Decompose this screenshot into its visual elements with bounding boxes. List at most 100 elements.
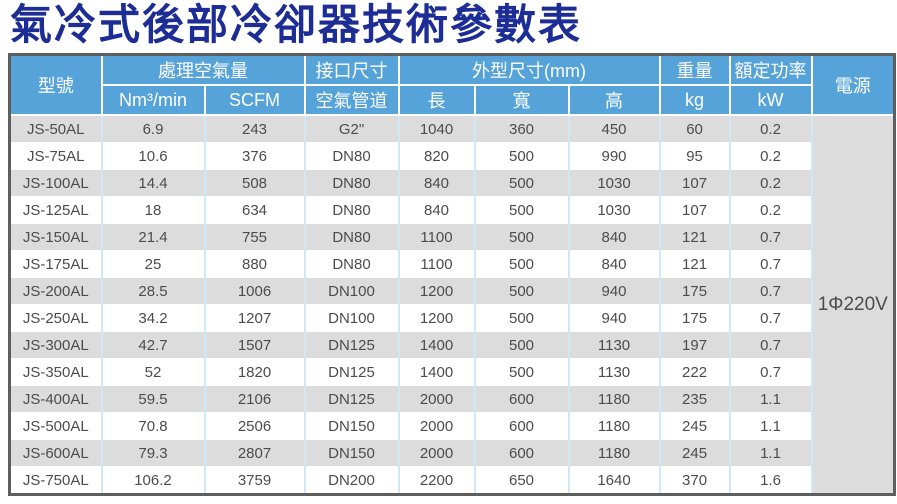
table-cell: 600 — [473, 439, 570, 467]
table-cell: 121 — [658, 223, 731, 251]
col-subheader-kg: kg — [658, 84, 731, 117]
table-cell: 10.6 — [100, 142, 206, 170]
table-cell: 500 — [473, 169, 570, 197]
table-cell: 70.8 — [100, 412, 206, 440]
model-cell: JS-75AL — [8, 142, 103, 170]
table-cell: 3759 — [203, 466, 306, 495]
table-row: JS-250AL 34.2 1207 DN100 1200 500 940 175 0.7 — [8, 304, 895, 332]
table-row: JS-150AL 21.4 755 DN80 1100 500 840 121 0.7 — [8, 223, 895, 251]
spec-table: 型號 處理空氣量 接口尺寸 外型尺寸(mm) 重量 額定功率 電源 Nm³/mi… — [8, 53, 897, 497]
table-row: JS-100AL 14.4 508 DN80 840 500 1030 107 0.2 — [8, 169, 895, 197]
table-cell: 14.4 — [100, 169, 206, 197]
table-cell: 25 — [100, 250, 206, 278]
col-subheader-nm3-min: Nm³/min — [100, 84, 206, 117]
table-cell: 1507 — [203, 331, 306, 359]
table-row: JS-200AL 28.5 1006 DN100 1200 500 940 175 0.7 — [8, 277, 895, 305]
table-cell: 197 — [658, 331, 731, 359]
table-cell: 840 — [397, 169, 476, 197]
table-cell: 243 — [203, 114, 306, 143]
model-cell: JS-500AL — [8, 412, 103, 440]
table-cell: 360 — [473, 114, 570, 143]
model-cell: JS-150AL — [8, 223, 103, 251]
table-cell: 1100 — [397, 223, 476, 251]
table-cell: 0.2 — [728, 169, 813, 197]
table-cell: 42.7 — [100, 331, 206, 359]
table-cell: 2506 — [203, 412, 306, 440]
table-row: JS-125AL 18 634 DN80 840 500 1030 107 0.2 — [8, 196, 895, 224]
model-cell: JS-600AL — [8, 439, 103, 467]
col-header-weight: 重量 — [658, 53, 731, 87]
model-cell: JS-200AL — [8, 277, 103, 305]
model-cell: JS-125AL — [8, 196, 103, 224]
table-cell: 52 — [100, 358, 206, 386]
page-title: 氣冷式後部冷卻器技術參數表 — [10, 1, 583, 48]
model-cell: JS-50AL — [8, 114, 103, 143]
model-cell: JS-300AL — [8, 331, 103, 359]
table-cell: 2807 — [203, 439, 306, 467]
table-cell: 508 — [203, 169, 306, 197]
table-row: JS-500AL 70.8 2506 DN150 2000 600 1180 245 1.1 — [8, 412, 895, 440]
table-cell: 0.7 — [728, 304, 813, 332]
table-cell: 1400 — [397, 331, 476, 359]
table-cell: 650 — [473, 466, 570, 495]
table-cell: 1.1 — [728, 439, 813, 467]
table-cell: 0.7 — [728, 223, 813, 251]
table-cell: 1030 — [567, 169, 661, 197]
table-cell: 1820 — [203, 358, 306, 386]
table-cell: 1200 — [397, 304, 476, 332]
table-cell: 0.2 — [728, 142, 813, 170]
table-cell: 500 — [473, 304, 570, 332]
table-row: JS-300AL 42.7 1507 DN125 1400 500 1130 197 0.7 — [8, 331, 895, 359]
table-cell: 106.2 — [100, 466, 206, 495]
table-cell: 0.7 — [728, 358, 813, 386]
table-row: JS-350AL 52 1820 DN125 1400 500 1130 222 0.7 — [8, 358, 895, 386]
table-cell: 370 — [658, 466, 731, 495]
table-cell: 840 — [567, 223, 661, 251]
table-cell: 500 — [473, 196, 570, 224]
table-cell: 500 — [473, 277, 570, 305]
table-cell: 376 — [203, 142, 306, 170]
model-cell: JS-250AL — [8, 304, 103, 332]
table-cell: 600 — [473, 412, 570, 440]
model-cell: JS-350AL — [8, 358, 103, 386]
table-cell: 0.7 — [728, 277, 813, 305]
table-cell: 1100 — [397, 250, 476, 278]
table-cell: 1130 — [567, 358, 661, 386]
table-cell: 500 — [473, 358, 570, 386]
table-cell: 1200 — [397, 277, 476, 305]
table-cell: 2000 — [397, 439, 476, 467]
model-cell: JS-175AL — [8, 250, 103, 278]
table-row: JS-75AL 10.6 376 DN80 820 500 990 95 0.2 — [8, 142, 895, 170]
table-cell: 500 — [473, 250, 570, 278]
table-cell: 28.5 — [100, 277, 206, 305]
table-cell: 820 — [397, 142, 476, 170]
table-cell: 1006 — [203, 277, 306, 305]
table-cell: 880 — [203, 250, 306, 278]
table-cell: 175 — [658, 277, 731, 305]
table-cell: 940 — [567, 304, 661, 332]
table-cell: 2200 — [397, 466, 476, 495]
table-cell: 1640 — [567, 466, 661, 495]
col-header-air-flow: 處理空氣量 — [100, 53, 306, 87]
table-cell: 500 — [473, 331, 570, 359]
model-cell: JS-750AL — [8, 466, 103, 495]
table-cell: 500 — [473, 223, 570, 251]
table-cell: 840 — [567, 250, 661, 278]
table-cell: 500 — [473, 142, 570, 170]
table-cell: DN100 — [303, 304, 400, 332]
table-cell: 990 — [567, 142, 661, 170]
table-cell: DN150 — [303, 412, 400, 440]
table-cell: 121 — [658, 250, 731, 278]
table-cell: 21.4 — [100, 223, 206, 251]
table-row: JS-400AL 59.5 2106 DN125 2000 600 1180 235 1.1 — [8, 385, 895, 413]
header-row-1: 型號 處理空氣量 接口尺寸 外型尺寸(mm) 重量 額定功率 電源 — [8, 53, 896, 117]
table-row: JS-50AL 6.9 243 G2" 1040 360 450 60 0.2 1Φ220V — [8, 114, 896, 495]
table-cell: 2000 — [397, 412, 476, 440]
table-cell: DN80 — [303, 223, 400, 251]
table-cell: DN200 — [303, 466, 400, 495]
table-cell: 1.1 — [728, 412, 813, 440]
table-cell: 1.6 — [728, 466, 813, 495]
col-subheader-length: 長 — [397, 84, 476, 117]
table-cell: 95 — [658, 142, 731, 170]
